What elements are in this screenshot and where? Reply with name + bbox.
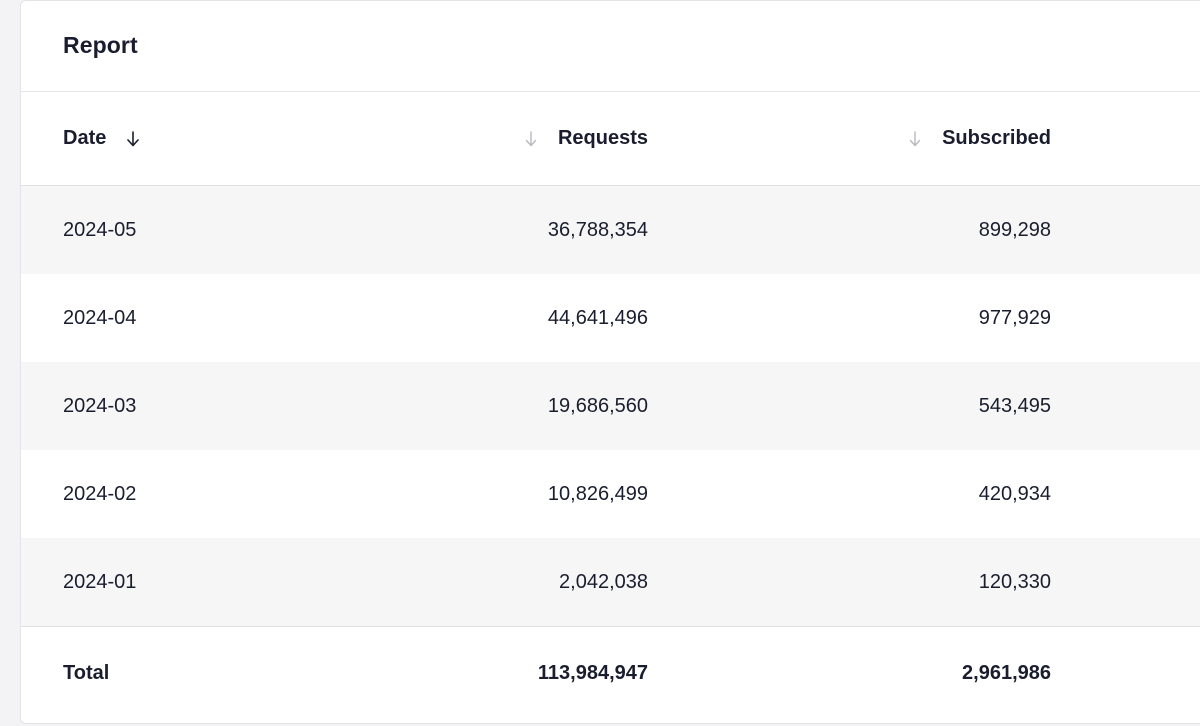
column-label-subscribed: Subscribed [942, 127, 1051, 149]
table-row: 2024-04 44,641,496 977,929 [21, 274, 1200, 362]
cell-date: 2024-02 [63, 482, 137, 505]
cell-subscribed: 120,330 [978, 570, 1051, 593]
sort-by-subscribed-button[interactable]: Subscribed [908, 127, 1051, 150]
column-header-subscribed: Subscribed [908, 92, 1051, 185]
arrow-down-icon [126, 130, 140, 148]
cell-requests: 36,788,354 [547, 218, 648, 241]
column-header-date: Date [63, 92, 140, 185]
report-title: Report [63, 32, 138, 58]
total-requests: 113,984,947 [537, 662, 648, 684]
table-row: 2024-02 10,826,499 420,934 [21, 450, 1200, 538]
table-row: 2024-05 36,788,354 899,298 [21, 186, 1200, 274]
total-label: Total [63, 662, 110, 684]
column-label-date: Date [63, 127, 107, 149]
table-row: 2024-03 19,686,560 543,495 [21, 362, 1200, 450]
cell-subscribed: 977,929 [978, 306, 1051, 329]
cell-requests: 2,042,038 [559, 570, 648, 593]
column-label-requests: Requests [557, 127, 648, 149]
arrow-down-icon [908, 130, 922, 148]
sort-by-requests-button[interactable]: Requests [524, 127, 648, 150]
sort-by-date-button[interactable]: Date [63, 127, 140, 150]
table-header-row: Date [21, 92, 1200, 186]
card-header: Report [21, 1, 1200, 92]
cell-subscribed: 420,934 [978, 482, 1051, 505]
cell-requests: 19,686,560 [547, 394, 648, 417]
table-total-row: Total 113,984,947 2,961,986 [21, 626, 1200, 720]
cell-requests: 44,641,496 [547, 306, 648, 329]
report-table: Date [21, 92, 1200, 720]
arrow-down-icon [524, 130, 538, 148]
cell-subscribed: 899,298 [978, 218, 1051, 241]
cell-date: 2024-01 [63, 570, 137, 593]
cell-subscribed: 543,495 [978, 394, 1051, 417]
report-card: Report Date [20, 0, 1200, 724]
cell-date: 2024-03 [63, 394, 137, 417]
cell-requests: 10,826,499 [547, 482, 648, 505]
cell-date: 2024-04 [63, 306, 137, 329]
column-header-requests: Requests [524, 92, 648, 185]
total-subscribed: 2,961,986 [962, 662, 1051, 684]
cell-date: 2024-05 [63, 218, 137, 241]
table-row: 2024-01 2,042,038 120,330 [21, 538, 1200, 626]
